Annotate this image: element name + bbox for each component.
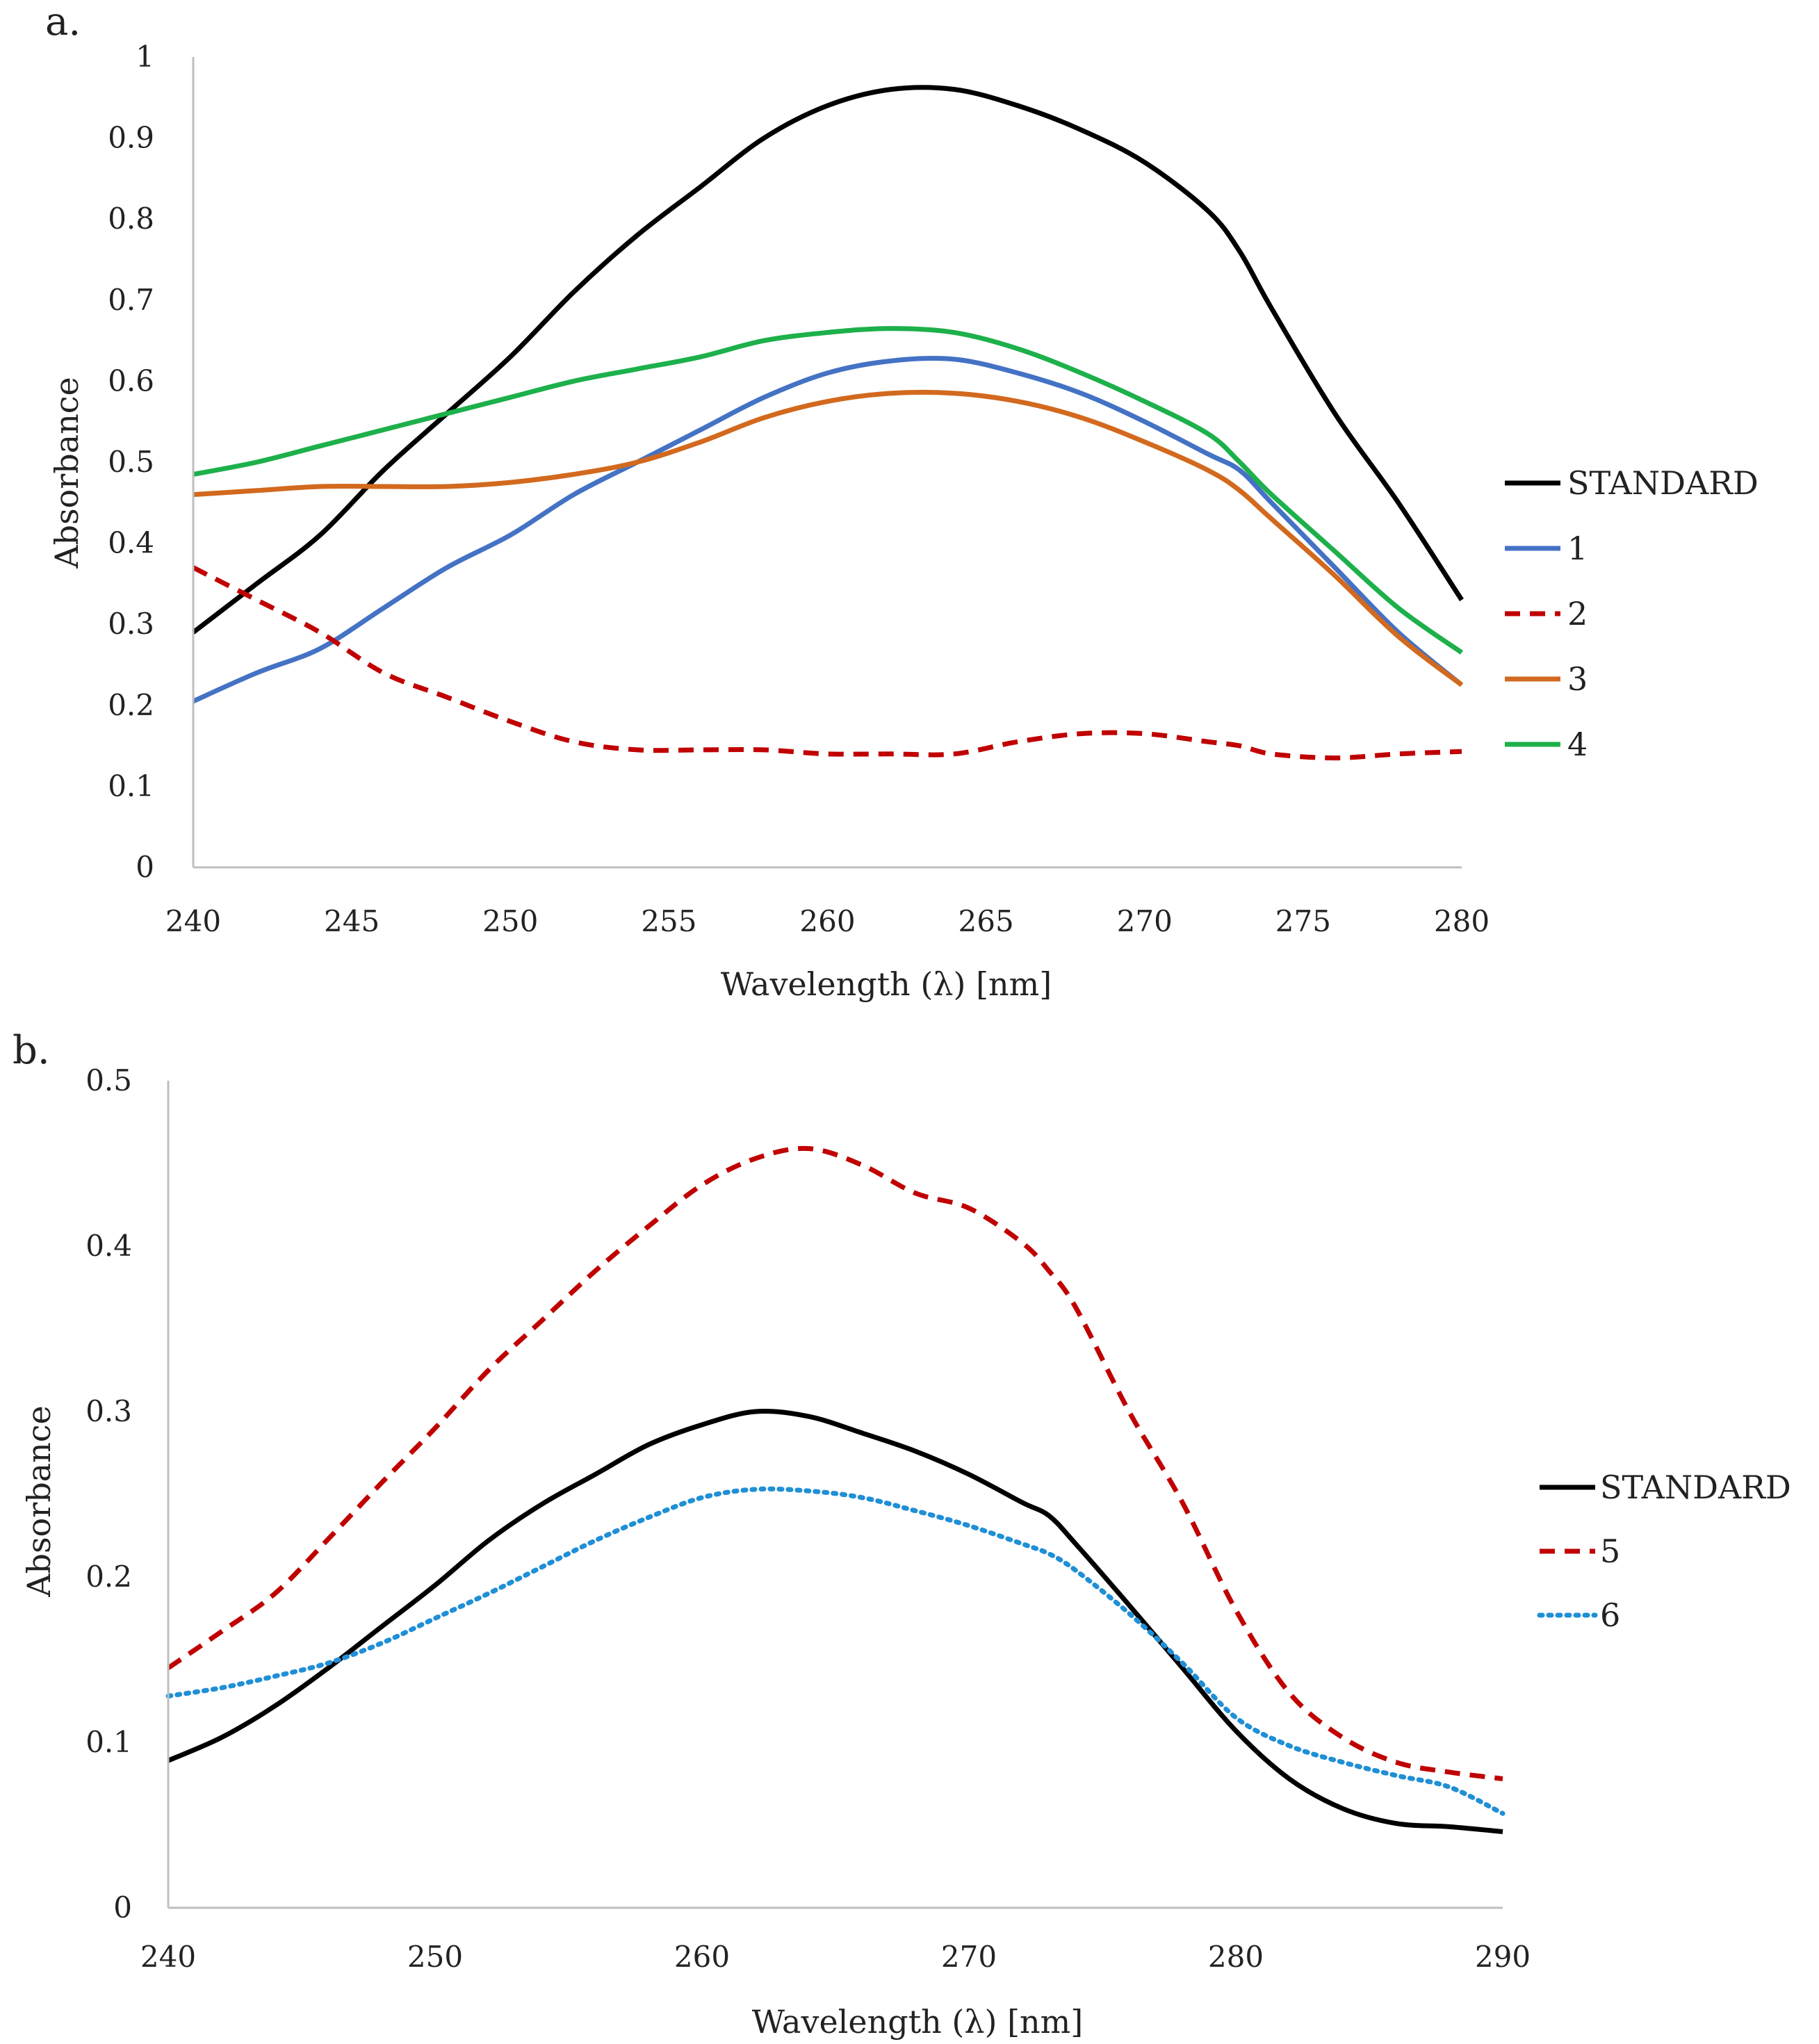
chart-b-y-ticks: 0 0.1 0.2 0.3 0.4 0.5 — [85, 1063, 132, 1924]
chart-b-legend-label-5: 5 — [1600, 1532, 1620, 1570]
panel-a-label: a. — [45, 0, 81, 44]
chart-a-series-line-4 — [193, 326, 1464, 655]
chart-b-series-line-standard — [167, 1409, 1503, 1834]
chart-a-series-lines — [191, 85, 1464, 761]
chart-a-y-tick-label: 0 — [136, 850, 154, 884]
chart-a-legend: STANDARD 1 2 3 4 — [1505, 464, 1759, 763]
chart-b-legend-label-6: 6 — [1600, 1596, 1620, 1634]
chart-a-y-tick-label: 0.6 — [108, 363, 154, 398]
chart-a-x-tick-label: 265 — [959, 904, 1014, 938]
chart-a-y-tick-label: 0.8 — [108, 202, 154, 236]
chart-a-legend-label-4: 4 — [1567, 726, 1588, 763]
chart-b-y-tick-label: 0 — [113, 1890, 132, 1924]
chart-b-x-tick-label: 290 — [1475, 1940, 1531, 1974]
chart-b-x-tick-label: 240 — [140, 1940, 196, 1974]
chart-a-x-tick-label: 275 — [1275, 904, 1331, 938]
chart-b: b. 0 0.1 0.2 0.3 0.4 0.5 240 250 260 270 280 290 W… — [13, 1028, 1791, 2041]
chart-a-y-tick-label: 0.4 — [108, 526, 154, 560]
chart-a-x-tick-label: 260 — [799, 904, 855, 938]
chart-b-series-lines — [165, 1145, 1506, 1834]
panel-b-label: b. — [13, 1028, 50, 1073]
chart-b-x-axis-title: Wavelength (λ) [nm] — [752, 2003, 1083, 2041]
chart-a-legend-label-standard: STANDARD — [1567, 464, 1759, 502]
chart-a: a. 00.10.20.30.40.50.60.70.80.91 240 245 2… — [45, 0, 1759, 1003]
chart-b-legend-label-standard: STANDARD — [1600, 1469, 1791, 1506]
chart-a-y-tick-label: 0.9 — [108, 121, 154, 155]
chart-a-y-ticks: 0 0.1 0.2 0.3 0.4 0.5 0.6 0.7 0.8 0.9 1 — [108, 40, 154, 884]
chart-b-y-axis-title: Absorbance — [20, 1405, 58, 1597]
chart-a-y-tick-label: 1 — [136, 40, 154, 74]
chart-a-x-tick-label: 270 — [1117, 904, 1173, 938]
chart-b-series-line-5 — [167, 1145, 1503, 1781]
chart-b-y-tick-label: 0.2 — [85, 1560, 132, 1594]
chart-a-y-tick-label: 0.3 — [108, 607, 154, 641]
chart-b-y-tick-label: 0.1 — [85, 1725, 132, 1759]
chart-a-series-line-3 — [193, 389, 1464, 687]
chart-a-y-tick-label: 0.7 — [108, 283, 154, 317]
chart-b-x-tick-label: 270 — [941, 1940, 997, 1974]
chart-a-x-tick-label: 245 — [324, 904, 380, 938]
chart-b-x-tick-label: 280 — [1208, 1940, 1264, 1974]
chart-a-x-tick-label: 280 — [1434, 904, 1490, 938]
chart-a-y-tick-label: 0.5 — [108, 445, 154, 479]
chart-b-x-tick-label: 260 — [674, 1940, 730, 1974]
chart-a-series-line-standard — [191, 85, 1464, 635]
chart-b-y-tick-label: 0.3 — [85, 1394, 132, 1428]
chart-b-y-tick-label: 0.4 — [85, 1229, 132, 1263]
chart-b-x-tick-label: 250 — [407, 1940, 463, 1974]
chart-a-x-tick-label: 250 — [482, 904, 538, 938]
chart-a-y-axis-title: Absorbance — [48, 377, 85, 569]
chart-a-x-tick-label: 255 — [641, 904, 696, 938]
chart-a-series-line-2 — [192, 565, 1462, 761]
chart-a-y-tick-label: 0.1 — [108, 769, 154, 803]
chart-b-series-line-6 — [165, 1486, 1506, 1816]
chart-a-x-tick-label: 240 — [165, 904, 221, 938]
chart-a-legend-label-2: 2 — [1567, 595, 1588, 632]
chart-a-y-tick-label: 0.2 — [108, 688, 154, 722]
chart-a-legend-label-3: 3 — [1567, 660, 1588, 698]
chart-a-series-line-1 — [192, 355, 1464, 704]
chart-a-legend-label-1: 1 — [1567, 530, 1588, 567]
chart-b-y-tick-label: 0.5 — [85, 1063, 132, 1097]
chart-b-legend: STANDARD 5 6 — [1537, 1469, 1791, 1634]
chart-a-x-axis-title: Wavelength (λ) [nm] — [721, 965, 1052, 1003]
chart-a-x-ticks: 240 245 250 255 260 265 270 275 280 — [165, 904, 1490, 938]
chart-b-x-ticks: 240 250 260 270 280 290 — [140, 1940, 1531, 1974]
